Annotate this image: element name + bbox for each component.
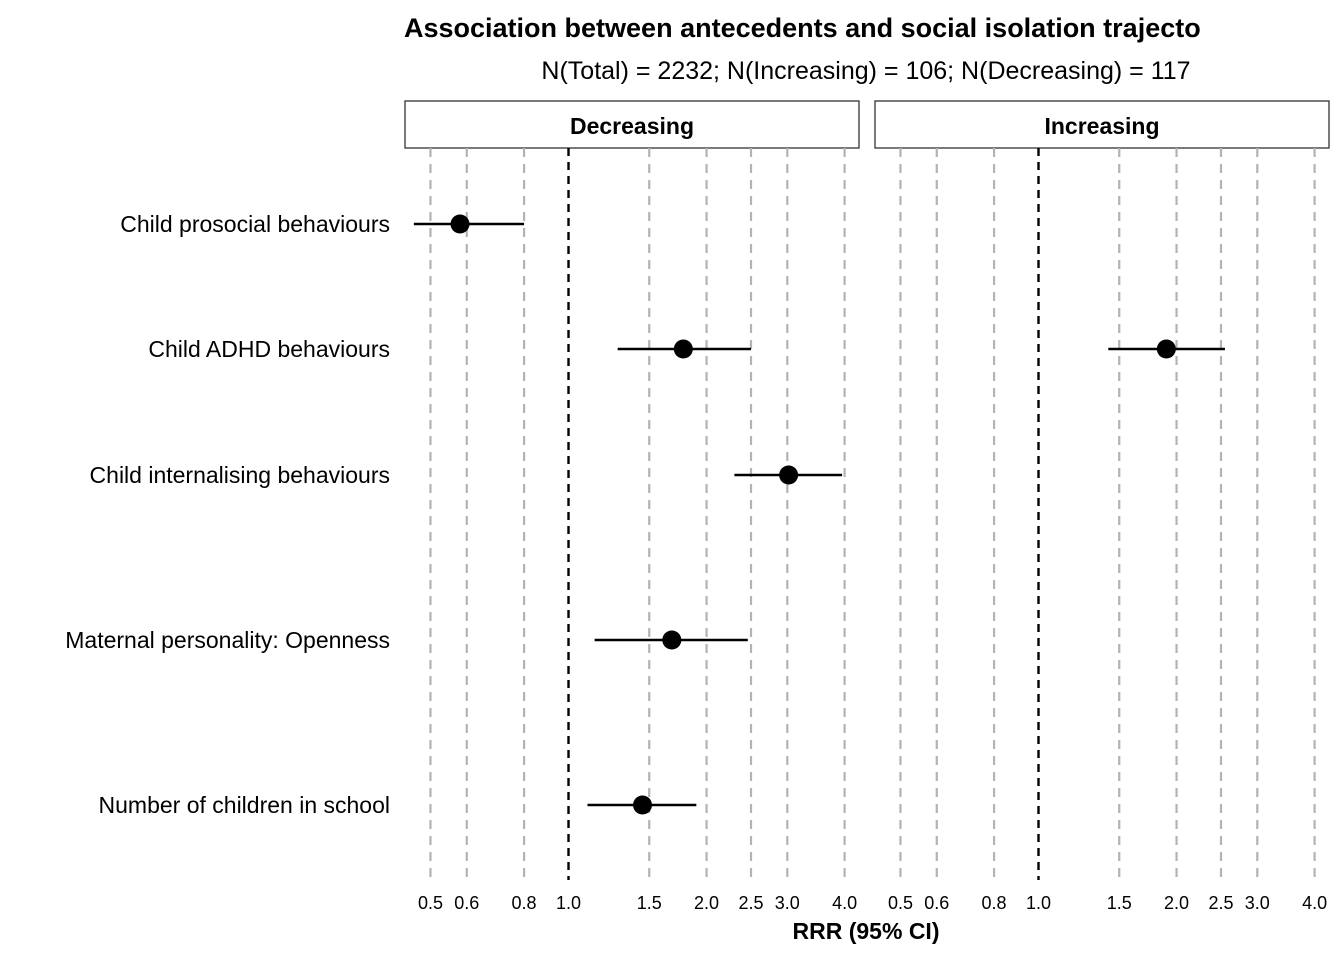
x-tick-label: 0.8	[982, 893, 1007, 913]
estimate-point	[779, 465, 799, 485]
x-tick-label: 0.6	[454, 893, 479, 913]
y-tick-label: Child internalising behaviours	[90, 462, 390, 488]
x-tick-label: 0.8	[512, 893, 537, 913]
y-tick-label: Child ADHD behaviours	[148, 336, 390, 362]
x-tick-label: 1.0	[556, 893, 581, 913]
x-tick-label: 1.5	[637, 893, 662, 913]
panel-increasing: Increasing 0.5 0.6 0.8 1.0 1.5 2.0 2.5 3.0 4.0	[874, 100, 1330, 913]
x-tick-label: 2.5	[1208, 893, 1233, 913]
x-tick-label: 1.0	[1026, 893, 1051, 913]
x-axis-label: RRR (95% CI)	[793, 918, 940, 944]
x-tick-label: 4.0	[1302, 893, 1327, 913]
x-tick-label: 4.0	[832, 893, 857, 913]
estimate-point	[673, 339, 693, 359]
chart-subtitle: N(Total) = 2232; N(Increasing) = 106; N(…	[541, 57, 1190, 85]
estimate-point	[450, 214, 470, 234]
x-tick-label: 2.5	[738, 893, 763, 913]
x-tick-label: 3.0	[1245, 893, 1270, 913]
strip-box	[874, 100, 1330, 149]
x-tick-label: 0.6	[924, 893, 949, 913]
x-tick-label: 0.5	[888, 893, 913, 913]
x-tick-label: 0.5	[418, 893, 443, 913]
estimate-point	[662, 630, 682, 650]
y-tick-label: Child prosocial behaviours	[120, 211, 390, 237]
estimate-point	[633, 795, 653, 815]
chart-title: Association between antecedents and soci…	[404, 13, 1201, 43]
estimate-point	[1156, 339, 1176, 359]
strip-label: Increasing	[1044, 113, 1159, 139]
strip-label: Decreasing	[570, 113, 694, 139]
x-tick-label: 3.0	[775, 893, 800, 913]
x-tick-label: 1.5	[1107, 893, 1132, 913]
x-tick-label: 2.0	[694, 893, 719, 913]
x-tick-label: 2.0	[1164, 893, 1189, 913]
strip-box	[404, 100, 860, 149]
panel-decreasing: Decreasing 0.5 0.6 0.8 1.0 1.5 2.0 2.5 3.0 4.0	[404, 100, 860, 913]
y-axis-labels: Child prosocial behaviours Child ADHD beh…	[65, 211, 390, 818]
y-tick-label: Number of children in school	[99, 792, 390, 818]
y-tick-label: Maternal personality: Openness	[65, 627, 390, 653]
